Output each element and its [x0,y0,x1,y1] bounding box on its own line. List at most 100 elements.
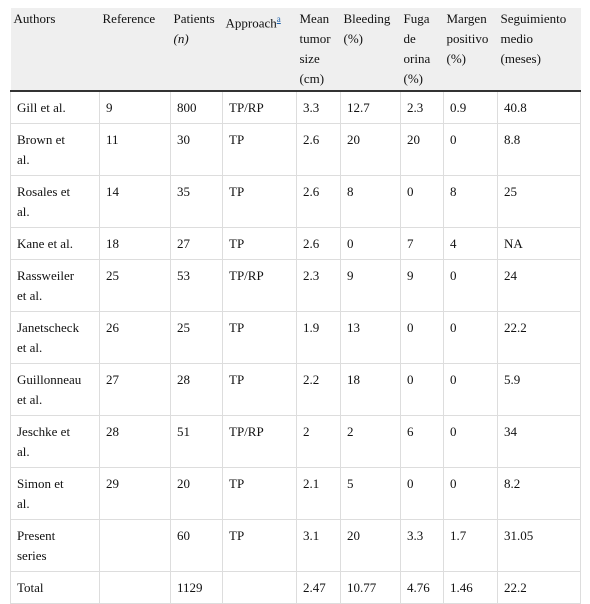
cell-text: Rassweiler [17,268,75,283]
value-cell: 51 [170,415,223,468]
table-row: Gill et al. 9 800 TP/RP 3.3 12.7 2.3 0.9 40.8 [10,90,581,124]
value-cell: 22.2 [497,571,581,604]
table-row: Guillonneau et al. 27 28 TP 2.2 18 0 0 5.9 [10,363,581,416]
value-cell: 1.9 [296,311,341,364]
author-cell: Brown et al. [10,123,100,176]
cell-text: TP/RP [229,424,264,439]
value-cell: 20 [170,467,223,520]
cell-text: 1.7 [450,528,467,543]
cell-text: 20 [177,476,190,491]
value-cell: 28 [99,415,171,468]
value-cell: 27 [170,227,223,260]
cell-text: et al. [17,288,43,303]
value-cell: 20 [340,519,401,572]
value-cell: 40.8 [497,90,581,124]
cell-text: Guillonneau [17,372,82,387]
value-cell: 2.3 [400,90,444,124]
value-cell [99,519,171,572]
value-cell: 8.2 [497,467,581,520]
header-cell: Authors [10,8,100,92]
cell-text: et al. [17,340,43,355]
value-cell: 34 [497,415,581,468]
cell-text: 9 [347,268,354,283]
author-cell: Simon et al. [10,467,100,520]
cell-text: 2.3 [407,100,424,115]
header-text: medio [500,31,534,46]
author-cell: Kane et al. [10,227,100,260]
value-cell: TP [222,467,297,520]
value-cell: 30 [170,123,223,176]
cell-text: 0 [407,320,414,335]
value-cell: 1129 [170,571,223,604]
cell-text: 2.47 [303,580,326,595]
value-cell: 0 [443,415,498,468]
cell-text: 20 [347,132,360,147]
cell-text: 22.2 [504,580,527,595]
cell-text: 20 [347,528,360,543]
cell-text: 14 [106,184,119,199]
cell-text: 25 [106,268,119,283]
cell-text: 0 [450,476,457,491]
header-text: orina [403,51,431,66]
author-cell: Jeschke et al. [10,415,100,468]
value-cell: 8 [340,175,401,228]
header-cell: Seguimiento medio (meses) [497,8,581,92]
value-cell: 2.3 [296,259,341,312]
cell-text: 800 [177,100,197,115]
cell-text: 27 [106,372,119,387]
value-cell: 0 [400,311,444,364]
cell-text: 34 [504,424,517,439]
value-cell: 0 [340,227,401,260]
cell-text: 8.2 [504,476,521,491]
cell-text: 31.05 [504,528,534,543]
cell-text: TP/RP [229,268,264,283]
value-cell: 2.6 [296,175,341,228]
cell-text: 60 [177,528,190,543]
header-cell: Approacha [222,8,297,92]
value-cell [222,571,297,604]
value-cell: 1.46 [443,571,498,604]
value-cell: 25 [497,175,581,228]
cell-text: 13 [347,320,360,335]
value-cell: 2.2 [296,363,341,416]
cell-text: 10.77 [347,580,377,595]
cell-text: al. [17,444,30,459]
value-cell [99,571,171,604]
value-cell: TP [222,311,297,364]
header-text: Margen [446,11,487,26]
value-cell: TP/RP [222,90,297,124]
author-cell: Rassweiler et al. [10,259,100,312]
value-cell: TP [222,175,297,228]
cell-text: 53 [177,268,190,283]
cell-text: 28 [177,372,190,387]
table-row: Total 1129 2.47 10.77 4.76 1.46 22.2 [10,571,581,604]
cell-text: 11 [106,132,119,147]
value-cell: 31.05 [497,519,581,572]
data-table: Authors Reference Patients (n) Approacha Mean… [10,8,581,604]
value-cell: 12.7 [340,90,401,124]
value-cell: 10.77 [340,571,401,604]
cell-text: 9 [106,100,113,115]
value-cell: 24 [497,259,581,312]
value-cell: 7 [400,227,444,260]
value-cell: 13 [340,311,401,364]
cell-text: Jeschke et [17,424,71,439]
value-cell: 25 [170,311,223,364]
cell-text: 12.7 [347,100,370,115]
header-text: (%) [403,71,424,86]
footnote-link[interactable]: a [276,14,281,24]
cell-text: 2.3 [303,268,320,283]
value-cell: 18 [340,363,401,416]
cell-text: 3.3 [303,100,320,115]
cell-text: TP [229,476,245,491]
value-cell: 53 [170,259,223,312]
cell-text: al. [17,204,30,219]
header-text: Seguimiento [500,11,567,26]
value-cell: 4.76 [400,571,444,604]
cell-text: 8 [347,184,354,199]
cell-text: 0 [407,476,414,491]
author-cell: Rosales et al. [10,175,100,228]
header-cell: Fuga de orina (%) [400,8,444,92]
value-cell: 8 [443,175,498,228]
table-row: Brown et al. 11 30 TP 2.6 20 20 0 8.8 [10,123,581,176]
